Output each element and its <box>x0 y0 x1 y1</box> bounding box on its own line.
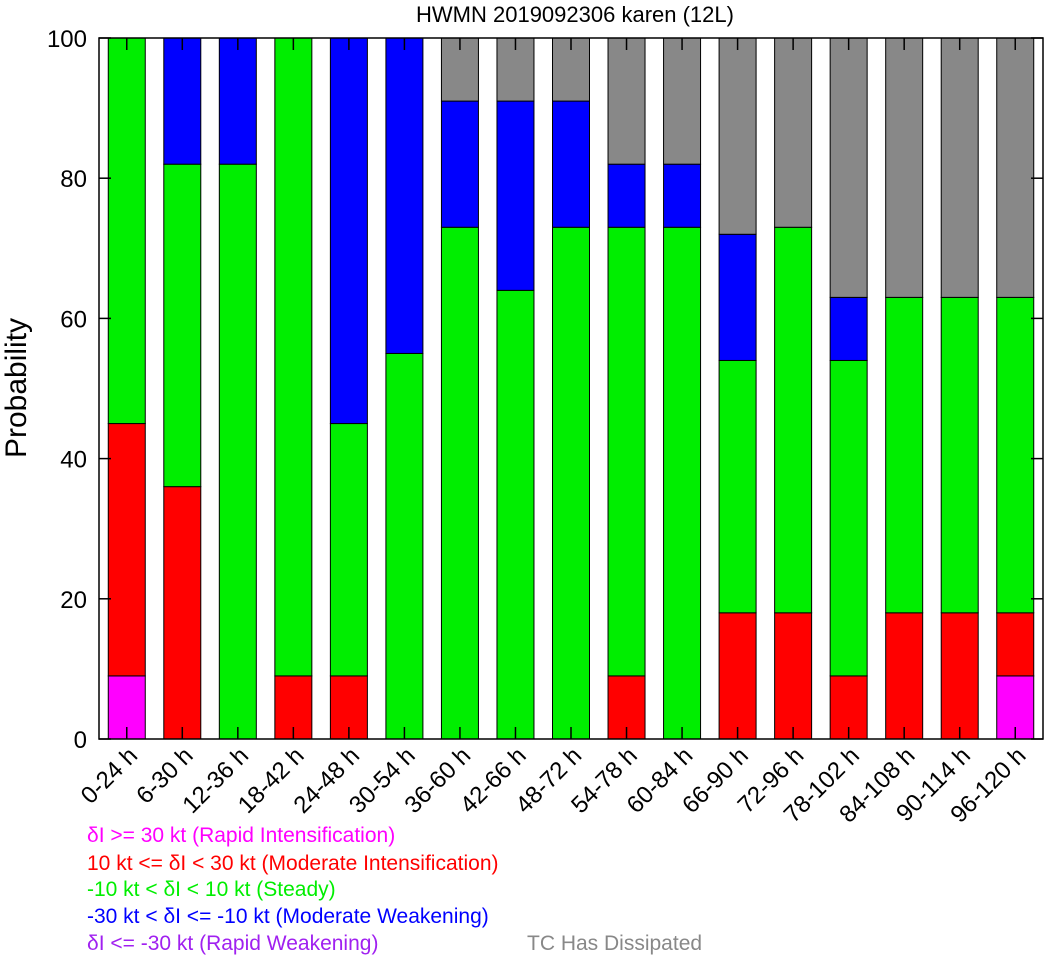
legend-entry: δI <= -30 kt (Rapid Weakening) <box>87 932 378 955</box>
bar-segment <box>996 612 1035 677</box>
bar-segment <box>829 37 868 298</box>
bar-segment <box>996 37 1035 298</box>
bar-segment <box>163 163 202 488</box>
bar-segment <box>607 37 646 165</box>
bar-segment <box>440 226 479 740</box>
legend-entry: TC Has Dissipated <box>527 932 702 955</box>
bar-segment <box>829 296 868 361</box>
bar-segment <box>663 163 702 228</box>
bar-segment <box>440 37 479 102</box>
bar-segment <box>663 226 702 740</box>
bar-segment <box>552 100 590 228</box>
bars-layer <box>107 37 1035 740</box>
bar-segment <box>996 296 1035 614</box>
y-tick-label: 60 <box>60 306 87 333</box>
bar-segment <box>885 296 924 614</box>
bar-segment <box>107 37 146 425</box>
bar-segment <box>718 37 757 235</box>
legend-entry: -30 kt < δI <= -10 kt (Moderate Weakenin… <box>87 905 489 928</box>
bar-segment <box>329 423 368 677</box>
bar-segment <box>718 233 757 361</box>
bar-segment <box>496 100 535 291</box>
bar-segment <box>552 226 590 740</box>
bar-segment <box>718 612 757 740</box>
bar-segment <box>718 359 757 614</box>
legend-entry: 10 kt <= δI < 30 kt (Moderate Intensific… <box>87 852 499 875</box>
y-tick-label: 100 <box>47 26 87 53</box>
bar-segment <box>440 100 479 228</box>
bar-segment <box>163 37 202 165</box>
bar-segment <box>496 289 535 740</box>
bar-segment <box>218 37 257 165</box>
bar-segment <box>829 359 868 677</box>
bar-segment <box>663 37 702 165</box>
bar-segment <box>385 352 424 740</box>
y-tick-label: 0 <box>74 727 87 754</box>
y-tick-label: 20 <box>60 587 87 614</box>
bar-segment <box>329 37 368 425</box>
bar-segment <box>774 37 813 228</box>
bar-segment <box>774 226 813 614</box>
bar-segment <box>107 423 146 677</box>
legend-entry: -10 kt < δI < 10 kt (Steady) <box>87 878 336 901</box>
bar-segment <box>940 296 979 614</box>
bar-segment <box>774 612 813 740</box>
bar-segment <box>940 612 979 740</box>
y-tick-label: 40 <box>60 447 87 474</box>
bar-segment <box>496 37 535 102</box>
chart-title: HWMN 2019092306 karen (12L) <box>416 2 734 27</box>
bar-segment <box>885 612 924 740</box>
legend-entry: δI >= 30 kt (Rapid Intensification) <box>87 824 395 847</box>
y-tick-label: 80 <box>60 166 87 193</box>
bar-segment <box>218 163 257 740</box>
legend: δI >= 30 kt (Rapid Intensification) 10 kt… <box>87 824 702 955</box>
bar-segment <box>885 37 924 298</box>
bar-segment <box>940 37 979 298</box>
bar-segment <box>163 486 202 740</box>
bar-segment <box>385 37 424 354</box>
bar-segment <box>607 163 646 228</box>
bar-segment <box>607 226 646 677</box>
y-axis-label: Probability <box>0 318 33 458</box>
bar-segment <box>274 37 313 677</box>
